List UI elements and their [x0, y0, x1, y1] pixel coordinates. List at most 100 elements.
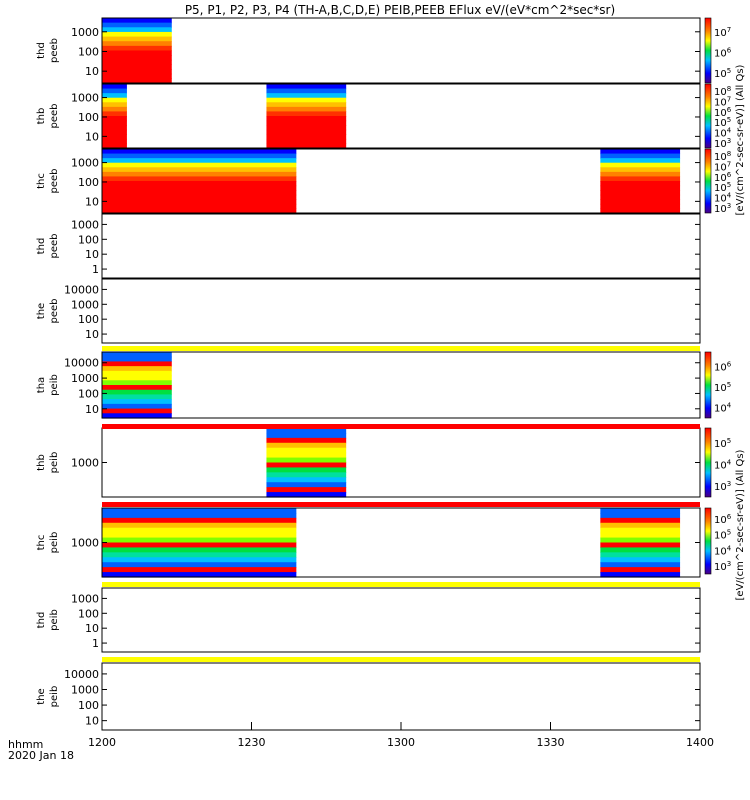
colorbar-tick-label: 104: [714, 192, 732, 205]
spectrogram-cell: [102, 176, 297, 182]
spectrogram-cell: [600, 194, 681, 200]
spectrogram-cell: [102, 153, 297, 159]
spectrogram-cell: [102, 158, 297, 164]
colorbar-tick-label: 105: [714, 67, 731, 80]
spectrogram-cell: [102, 199, 297, 205]
spectrogram-cell: [102, 97, 127, 103]
colorbar-tick-label: 107: [714, 26, 731, 39]
y-tick-label: 10000: [64, 668, 99, 681]
spectrogram-cell: [102, 93, 127, 99]
spectrogram-cell: [102, 59, 172, 66]
colorbar-tick-label: 105: [714, 116, 731, 129]
panel-label-product: peeb: [49, 38, 60, 63]
colorbar-tick-label: 105: [714, 437, 731, 450]
spectrogram-cell: [102, 149, 297, 155]
spectrogram-cell: [102, 352, 172, 358]
panel-frame: [101, 213, 701, 279]
spectrogram-cell: [102, 31, 172, 38]
y-tick-label: 10: [85, 403, 99, 416]
x-tick-label: 1400: [686, 736, 714, 749]
y-tick-label: 10: [85, 328, 99, 341]
panel-label-probe: tha: [36, 377, 47, 393]
y-tick-label: 10: [85, 715, 99, 728]
spectrogram-cell: [102, 69, 172, 75]
y-tick-label: 10: [85, 622, 99, 635]
spectrogram-cell: [600, 181, 681, 187]
colorbar-tick-label: 107: [714, 96, 731, 109]
panel-label-probe: thc: [36, 535, 47, 551]
spectrogram-cell: [600, 517, 681, 524]
panel-6: 10 100 1000 10000 tha peib: [36, 351, 701, 419]
spectrogram-cell: [600, 527, 681, 534]
y-tick-label: 1000: [71, 457, 99, 470]
spectrogram-cell: [600, 567, 681, 573]
y-tick-label: 100: [78, 387, 99, 400]
colorbar-tick-label: 104: [714, 402, 732, 415]
spectrogram-block: [600, 508, 681, 578]
spectrogram-cell: [600, 537, 681, 544]
panel-2: 10 100 1000 thb peeb: [36, 83, 701, 149]
panel-4: 1 10 100 1000 thd peeb: [36, 213, 701, 279]
spectrogram-block: [600, 149, 681, 214]
spectrogram-cell: [102, 185, 297, 191]
y-tick-label: 100: [78, 111, 99, 124]
spectrogram-cell: [102, 542, 297, 549]
spectrogram-cell: [102, 88, 127, 94]
separator-strip: [102, 424, 700, 429]
y-tick-label: 1000: [71, 592, 99, 605]
y-tick-label: 100: [78, 233, 99, 246]
spectrogram-cell: [102, 190, 297, 196]
y-tick-label: 10: [85, 248, 99, 261]
panel-frame: [101, 17, 701, 84]
spectrogram-cell: [102, 73, 172, 79]
y-tick-label: 1000: [71, 26, 99, 39]
colorbar-5: 106 105 104: [704, 351, 732, 419]
spectrogram-cell: [600, 208, 681, 214]
spectrogram-cell: [266, 134, 347, 140]
spectrogram-cell: [266, 116, 347, 122]
spectrogram-cell: [102, 361, 172, 367]
colorbar-tick-label: 106: [714, 171, 732, 184]
spectrogram-cell: [266, 125, 347, 131]
spectrogram-block: [102, 18, 172, 84]
spectrogram-cell: [266, 432, 347, 439]
y-tick-label: 10: [85, 65, 99, 78]
spectrogram-cell: [266, 472, 347, 478]
colorbar-tick-label: 104: [714, 459, 732, 472]
y-tick-label: 10: [85, 130, 99, 143]
panel-frame: [101, 587, 701, 653]
y-tick-label: 1000: [71, 298, 99, 311]
spectrogram-cell: [600, 167, 681, 173]
spectrogram-cell: [102, 18, 172, 24]
spectrogram-cell: [266, 102, 347, 108]
y-tick-label: 10: [85, 195, 99, 208]
colorbar-tick-label: 105: [714, 381, 731, 394]
colorbar-tick-label: 106: [714, 47, 732, 60]
colorbar-tick-label: 103: [714, 137, 731, 150]
spectrogram-cell: [600, 162, 681, 168]
spectrogram-block: [102, 508, 297, 578]
panel-5: 10 100 1000 10000 the peeb: [36, 278, 701, 344]
spectrogram-cell: [102, 55, 172, 61]
spectrogram-cell: [102, 181, 297, 187]
panel-label-probe: thb: [36, 454, 47, 471]
colorbar-scale: [704, 17, 712, 84]
y-tick-label: 10000: [64, 357, 99, 370]
spectrogram-cell: [102, 203, 297, 210]
spectrogram-cell: [102, 380, 172, 386]
colorbar-tick-label: 105: [714, 181, 731, 194]
spectrogram-cell: [102, 385, 172, 391]
y-tick-label: 10000: [64, 283, 99, 296]
x-tick-label: 1200: [88, 736, 116, 749]
panel-label-product: peeb: [49, 104, 60, 129]
colorbar-scale: [704, 427, 712, 498]
spectrogram-cell: [102, 167, 297, 173]
spectrogram-cell: [102, 125, 127, 131]
spectrogram-cell: [102, 567, 297, 573]
spectrogram-cell: [102, 413, 172, 419]
panel-frame: [101, 278, 701, 344]
spectrogram-cell: [266, 106, 347, 113]
panel-label-product: peib: [49, 532, 60, 554]
